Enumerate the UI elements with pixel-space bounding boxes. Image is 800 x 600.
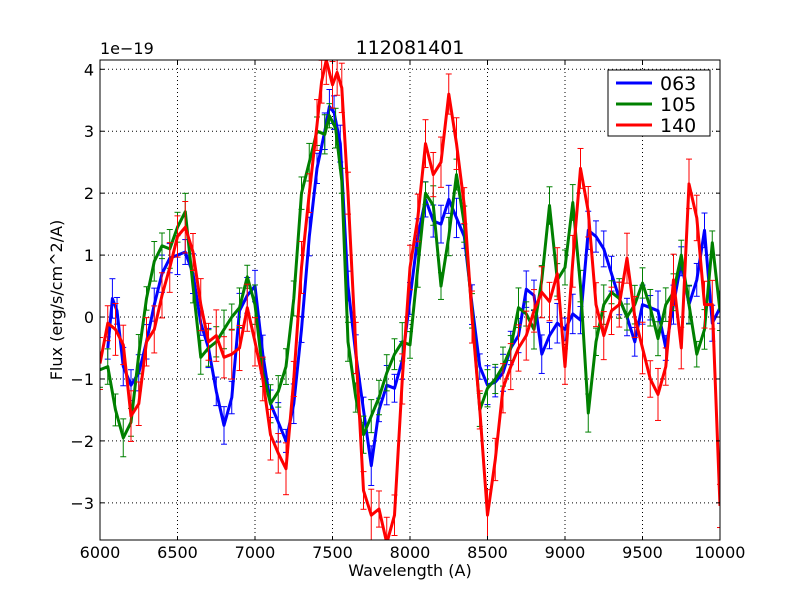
y-tick-label: 1 <box>84 246 94 265</box>
legend-label-105: 105 <box>660 94 696 116</box>
y-axis-label: Flux (erg/s/cm^2/A) <box>47 220 66 381</box>
chart-title: 112081401 <box>356 37 465 59</box>
x-tick-label: 9500 <box>622 543 663 562</box>
legend-label-063: 063 <box>660 73 696 95</box>
y-tick-label: −3 <box>70 494 94 513</box>
x-tick-label: 7500 <box>312 543 353 562</box>
x-axis-label: Wavelength (A) <box>348 561 471 580</box>
y-tick-label: −2 <box>70 432 94 451</box>
x-tick-label: 7000 <box>235 543 276 562</box>
y-tick-label: 2 <box>84 184 94 203</box>
x-tick-label: 6000 <box>80 543 121 562</box>
series-layer <box>100 60 720 540</box>
series-140 <box>100 60 720 540</box>
y-tick-label: 4 <box>84 60 94 79</box>
x-tick-label: 6500 <box>157 543 198 562</box>
axis-ticks: 6000 6500 7000 7500 8000 8500 9000 9500 10000 −3 −… <box>70 60 745 562</box>
x-tick-label: 8500 <box>467 543 508 562</box>
x-tick-label: 9000 <box>545 543 586 562</box>
y-tick-label: 0 <box>84 308 94 327</box>
series-line-140 <box>100 60 720 540</box>
y-offset-text: 1e−19 <box>100 39 154 58</box>
y-tick-label: 3 <box>84 122 94 141</box>
y-tick-label: −1 <box>70 370 94 389</box>
legend-label-140: 140 <box>660 115 696 137</box>
x-tick-label: 10000 <box>695 543 746 562</box>
x-tick-label: 8000 <box>390 543 431 562</box>
